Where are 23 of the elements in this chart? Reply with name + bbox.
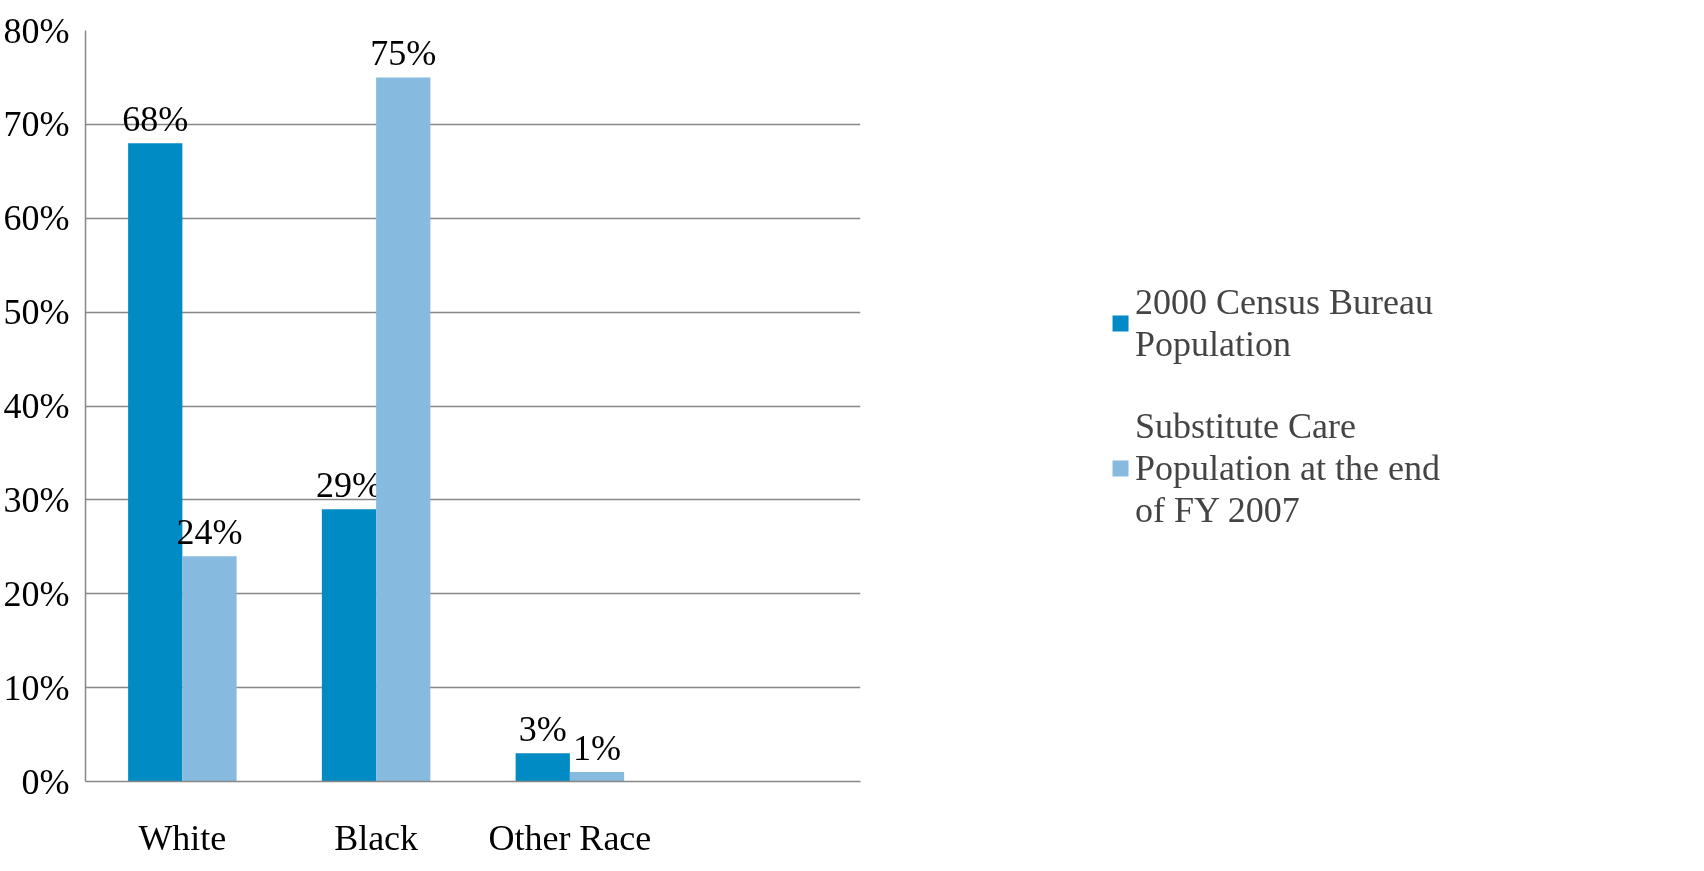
bar [569,772,625,782]
y-tick-label: 70% [3,104,70,145]
y-tick-label: 50% [3,292,70,333]
y-tick-label: 10% [3,667,70,708]
x-tick-label: Black [334,817,419,858]
y-tick-label: 80% [3,10,70,51]
legend-label: 2000 Census Bureau Population [1135,280,1433,365]
y-tick-label: 30% [3,479,70,520]
bar [321,509,377,782]
data-label: 1% [573,728,622,769]
y-tick-label: 0% [21,761,70,802]
x-tick-label: White [138,817,227,858]
x-tick-label: Other Race [488,817,652,858]
y-tick-label: 60% [3,198,70,239]
y-tick-label: 20% [3,573,70,614]
bar [182,556,237,782]
legend-label: Substitute Care Population at the end of FY 2007 [1135,404,1440,531]
bar [376,77,431,782]
data-label: 75% [370,33,437,74]
bar [515,753,570,782]
data-label: 68% [122,99,189,140]
y-tick-label: 40% [3,386,70,426]
data-label: 3% [518,709,567,750]
